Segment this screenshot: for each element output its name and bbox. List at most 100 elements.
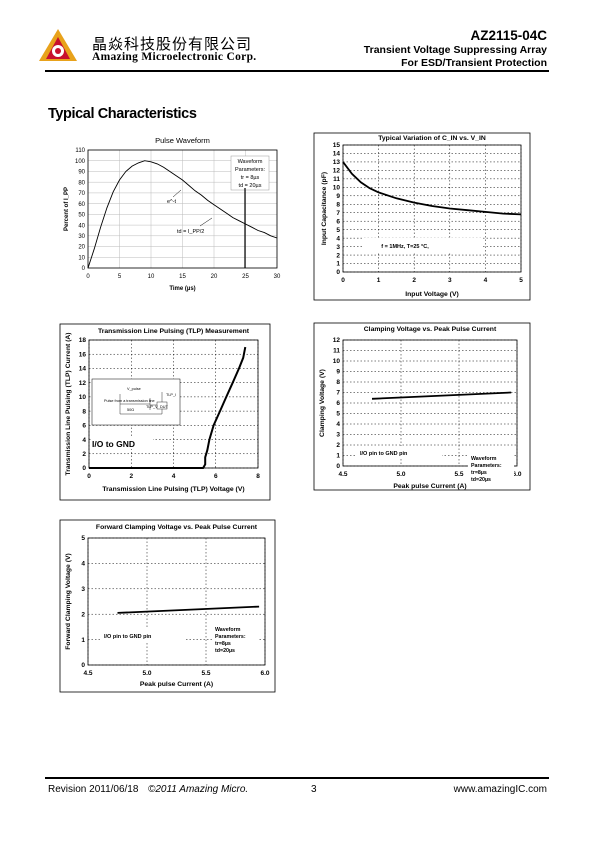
chart3-plot-area bbox=[342, 339, 518, 467]
chart2-ytick-label: 18 bbox=[79, 337, 87, 344]
chart2-ytick-label: 14 bbox=[79, 366, 87, 373]
chart3-legend-text: tr=8µs bbox=[471, 470, 487, 476]
chart3-ytick-label: 0 bbox=[336, 463, 340, 470]
chart4-legend-text: tr=8µs bbox=[215, 641, 231, 647]
chart1-ytick-label: 13 bbox=[333, 159, 341, 166]
chart1-ytick-label: 2 bbox=[336, 252, 340, 259]
chart3-xtick-label: 6.0 bbox=[512, 471, 521, 478]
chart4-ytick-label: 1 bbox=[81, 637, 85, 644]
chart1-ytick-label: 14 bbox=[333, 151, 341, 158]
chart4-legend-text: Waveform bbox=[215, 627, 241, 633]
chart0-legend-text: Waveform bbox=[238, 159, 263, 165]
chart2-inset-text: TLP_I bbox=[166, 393, 176, 397]
chart0-ytick-label: 70 bbox=[78, 191, 85, 197]
chart1-xtick-label: 0 bbox=[341, 277, 345, 284]
chart0-ytick-label: 60 bbox=[78, 202, 85, 208]
chart3-legend-text: td=20µs bbox=[471, 477, 491, 483]
chart2-plot-area bbox=[88, 339, 259, 469]
chart0-annotation-arrow bbox=[172, 189, 182, 198]
chart0-ytick-label: 110 bbox=[75, 148, 85, 154]
chart4-annotation-bg bbox=[100, 629, 186, 641]
chart3-ytick-label: 7 bbox=[336, 390, 340, 397]
chart3-xtick-label: 4.5 bbox=[338, 471, 347, 478]
chart1-title: Typical Variation of C_IN vs. V_IN bbox=[378, 135, 486, 142]
chart1-ylabel: Input Capacitance (pF) bbox=[321, 172, 328, 245]
chart0-annotation-exp: e^-t bbox=[167, 199, 176, 205]
chart4-xtick-label: 5.0 bbox=[142, 670, 151, 677]
chart2-xlabel: Transmission Line Pulsing (TLP) Voltage … bbox=[102, 486, 244, 493]
chart0-ytick-label: 80 bbox=[78, 180, 85, 186]
chart4-ylabel: Forward Clamping Voltage (V) bbox=[65, 553, 72, 650]
chart2-series-line bbox=[89, 346, 247, 469]
chart3-ytick-label: 1 bbox=[336, 453, 340, 460]
chart3-title: Clamping Voltage vs. Peak Pulse Current bbox=[364, 326, 497, 333]
chart3-legend-text: Parameters: bbox=[471, 463, 502, 469]
chart0-xtick-label: 20 bbox=[211, 274, 218, 280]
chart0-xtick-label: 0 bbox=[86, 274, 90, 280]
chart3-annotation-bg bbox=[356, 446, 442, 458]
chart2-ytick-label: 16 bbox=[79, 351, 87, 358]
company-name-cn: 晶焱科技股份有限公司 bbox=[92, 35, 253, 53]
chart2-xtick-label: 0 bbox=[87, 473, 91, 480]
chart0-series-line bbox=[87, 160, 278, 269]
chart3-series-line bbox=[371, 391, 512, 400]
chart3-ytick-label: 5 bbox=[336, 411, 340, 418]
chart0-ytick-label: 30 bbox=[78, 234, 85, 240]
chart0-ytick-label: 0 bbox=[82, 266, 86, 272]
chart1-ytick-label: 11 bbox=[333, 176, 340, 183]
chart0-legend-box bbox=[230, 155, 270, 191]
company-logo bbox=[37, 27, 79, 65]
chart1-ytick-label: 9 bbox=[336, 193, 340, 200]
chart4-xtick-label: 4.5 bbox=[83, 670, 92, 677]
chart1-ytick-label: 6 bbox=[336, 218, 340, 225]
chart3-ytick-label: 8 bbox=[336, 379, 340, 386]
chart3-ytick-label: 2 bbox=[336, 442, 340, 449]
chart2-inset-text: V_pulse bbox=[127, 387, 141, 391]
chart4-ytick-label: 3 bbox=[81, 586, 85, 593]
chart2-ytick-label: 10 bbox=[79, 394, 87, 401]
chart1-ytick-label: 4 bbox=[336, 235, 340, 242]
chart2-inset-text: 50Ω bbox=[127, 408, 134, 412]
chart2-title: Transmission Line Pulsing (TLP) Measurem… bbox=[98, 328, 250, 335]
subtitle-line1: Transient Voltage Suppressing Array bbox=[363, 44, 547, 56]
chart3-xtick-label: 5.5 bbox=[454, 471, 463, 478]
chart4-ytick-label: 0 bbox=[81, 662, 85, 669]
chart4-xtick-label: 5.5 bbox=[201, 670, 210, 677]
chart4-frame bbox=[59, 519, 276, 693]
chart2-ytick-label: 4 bbox=[82, 437, 86, 444]
chart2-xtick-label: 2 bbox=[129, 473, 133, 480]
chart3-legend-text: Waveform bbox=[471, 456, 497, 462]
chart1-ytick-label: 12 bbox=[333, 168, 341, 175]
chart3-ytick-label: 9 bbox=[336, 369, 340, 376]
chart3-annotation-io: I/O pin to GND pin bbox=[360, 451, 408, 457]
chart1-ytick-label: 10 bbox=[333, 185, 341, 192]
header-divider bbox=[45, 70, 549, 72]
chart0-xtick-label: 5 bbox=[118, 274, 122, 280]
chart0-xtick-label: 10 bbox=[148, 274, 155, 280]
chart2-xtick-label: 6 bbox=[214, 473, 218, 480]
chart3-ytick-label: 12 bbox=[333, 337, 341, 344]
chart2-ytick-label: 0 bbox=[82, 465, 86, 472]
chart0-title: Pulse Waveform bbox=[155, 136, 210, 145]
chart4-ytick-label: 4 bbox=[81, 561, 85, 568]
chart2-inset-wires bbox=[119, 392, 163, 415]
chart1-series-line bbox=[342, 161, 522, 216]
chart4-xlabel: Peak pulse Current (A) bbox=[140, 681, 213, 688]
section-title: Typical Characteristics bbox=[48, 106, 197, 122]
chart4-title: Forward Clamping Voltage vs. Peak Pulse … bbox=[96, 524, 258, 531]
chart1-xtick-label: 5 bbox=[519, 277, 523, 284]
chart4-plot-area bbox=[87, 537, 266, 666]
chart2-inset-box bbox=[91, 378, 181, 426]
chart0-legend-text: tr = 8µs bbox=[241, 175, 260, 181]
chart4-ytick-label: 5 bbox=[81, 535, 85, 542]
logo-mark-icon bbox=[39, 29, 77, 61]
footer-copyright: ©2011 Amazing Micro. bbox=[148, 784, 249, 795]
chart1-xtick-label: 4 bbox=[484, 277, 488, 284]
chart1-ytick-label: 5 bbox=[336, 227, 340, 234]
chart0-xlabel: Time (µs) bbox=[169, 286, 195, 292]
chart2-label-io: I/O to GND bbox=[92, 439, 135, 449]
chart0-ylabel: Percent of I_PP bbox=[64, 187, 70, 231]
chart3-ytick-label: 6 bbox=[336, 400, 340, 407]
chart3-frame bbox=[313, 322, 531, 491]
chart4-ytick-label: 2 bbox=[81, 611, 85, 618]
